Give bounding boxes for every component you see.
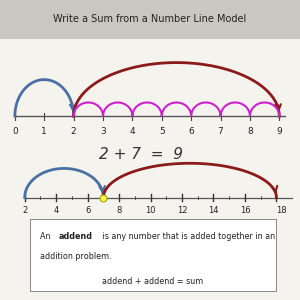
Text: addend: addend — [58, 232, 92, 241]
Text: 18: 18 — [276, 206, 287, 215]
Text: 9: 9 — [276, 127, 282, 136]
Text: 5: 5 — [159, 127, 165, 136]
Text: 2 + 7  =  9: 2 + 7 = 9 — [99, 147, 183, 162]
Text: addition problem.: addition problem. — [40, 252, 112, 261]
Text: 10: 10 — [145, 206, 156, 215]
Text: 0: 0 — [12, 127, 18, 136]
Text: 7: 7 — [218, 127, 224, 136]
Text: An: An — [40, 232, 53, 241]
Text: 8: 8 — [116, 206, 122, 215]
Text: 14: 14 — [208, 206, 219, 215]
Text: 4: 4 — [130, 127, 135, 136]
Text: 16: 16 — [240, 206, 250, 215]
Text: 2: 2 — [71, 127, 76, 136]
Text: Write a Sum from a Number Line Model: Write a Sum from a Number Line Model — [53, 14, 247, 25]
Text: is any number that is added together in an: is any number that is added together in … — [100, 232, 275, 241]
Text: 8: 8 — [247, 127, 253, 136]
Text: addend + addend = sum: addend + addend = sum — [102, 277, 204, 286]
Text: 4: 4 — [54, 206, 59, 215]
Text: 2: 2 — [22, 206, 27, 215]
Text: 6: 6 — [85, 206, 90, 215]
Text: 6: 6 — [188, 127, 194, 136]
Text: 12: 12 — [177, 206, 187, 215]
Bar — [0, 0, 300, 39]
Text: 3: 3 — [100, 127, 106, 136]
Bar — [0, 39, 300, 300]
Text: 1: 1 — [41, 127, 47, 136]
